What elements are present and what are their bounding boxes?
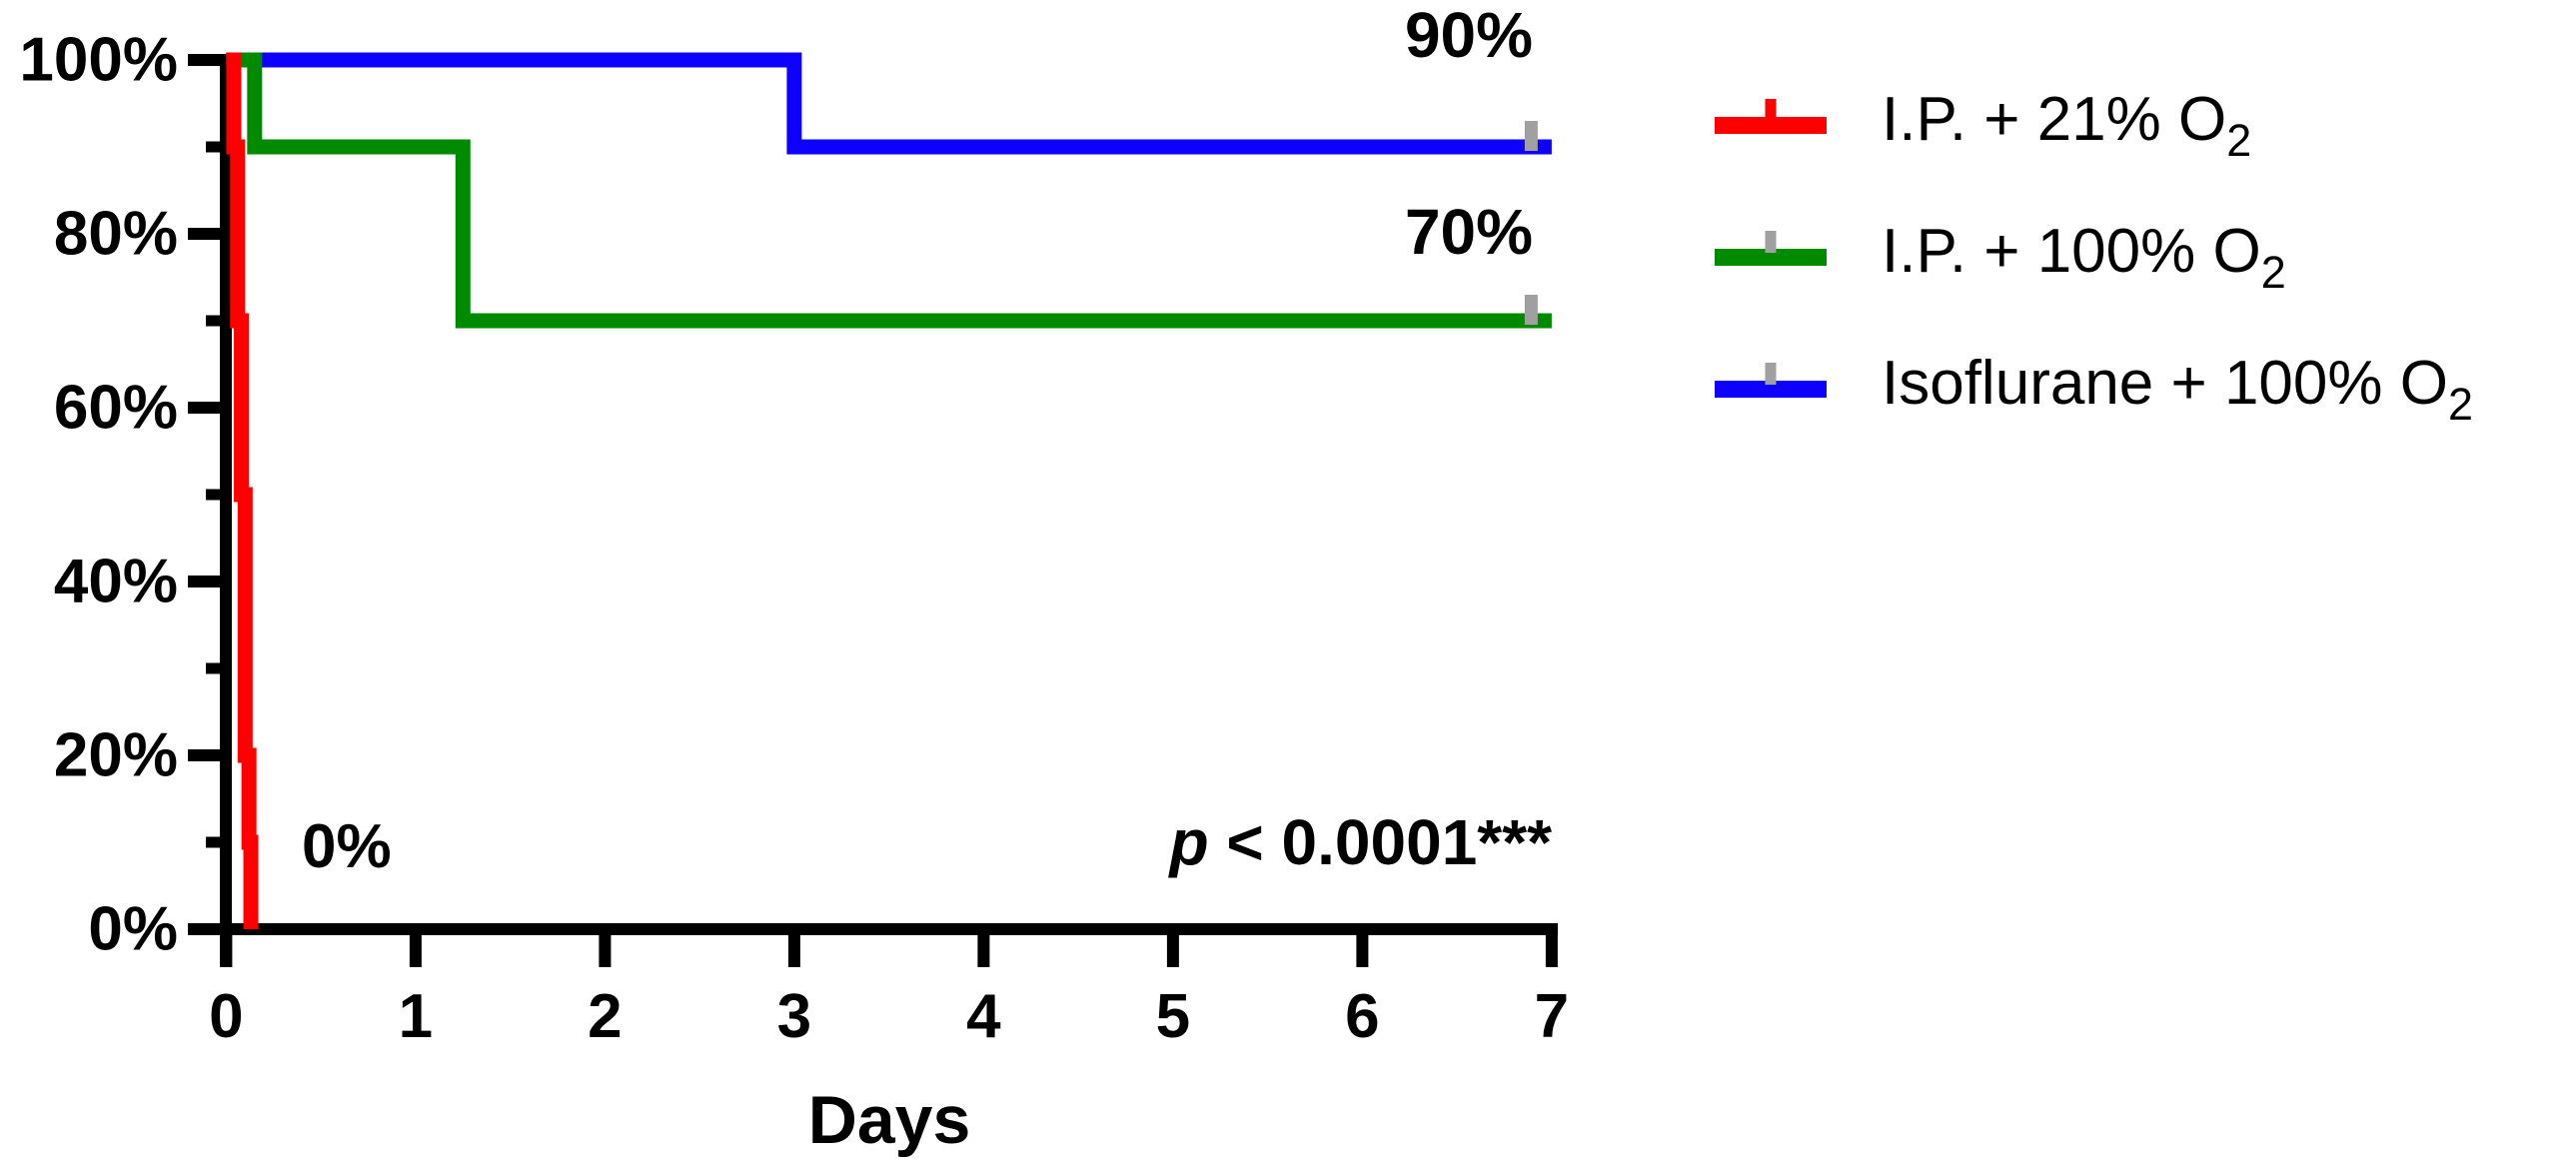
legend-label-subscript: 2 (2447, 378, 2473, 430)
p-value-text: < 0.0001*** (1208, 806, 1552, 878)
legend-item-ip-100-o2: I.P. + 100% O2 (1715, 216, 2473, 299)
x-tick-label: 0 (209, 982, 243, 1051)
legend-swatch-green-line (1715, 230, 1827, 266)
censor-mark-icon (1524, 295, 1538, 325)
legend-label-ip-100-o2: I.P. + 100% O2 (1882, 216, 2286, 299)
p-value-annotation: p < 0.0001*** (1029, 806, 1553, 878)
x-tick-label: 3 (777, 982, 811, 1051)
legend-label-text: I.P. + 21% O (1882, 84, 2227, 154)
legend: I.P. + 21% O2 I.P. + 100% O2 Isoflurane … (1715, 85, 2473, 481)
legend-label-ip-21-o2: I.P. + 21% O2 (1882, 84, 2251, 167)
x-tick-label: 7 (1535, 982, 1569, 1051)
final-survival-label-green: 70% (1404, 196, 1534, 268)
censor-tick-icon (1765, 230, 1777, 253)
p-value-symbol: p (1169, 806, 1209, 878)
series-line-isoflurane-100-o2 (226, 52, 1552, 155)
x-tick-label: 6 (1345, 982, 1379, 1051)
y-tick-label: 60% (54, 374, 178, 443)
legend-label-text: Isoflurane + 100% O (1882, 348, 2448, 418)
x-tick-label: 5 (1156, 982, 1190, 1051)
y-tick-label: 100% (19, 26, 178, 95)
y-tick-label: 20% (54, 721, 178, 790)
x-tick-label: 2 (588, 982, 622, 1051)
legend-item-isoflurane-100-o2: Isoflurane + 100% O2 (1715, 348, 2473, 431)
series-line-i-p-100-o2 (226, 52, 1552, 329)
legend-item-ip-21-o2: I.P. + 21% O2 (1715, 84, 2473, 167)
y-tick-label: 40% (54, 548, 178, 616)
x-tick-label: 4 (966, 982, 1001, 1051)
x-axis-title: Days (807, 1082, 971, 1158)
legend-label-subscript: 2 (2226, 114, 2252, 166)
series-line-i-p-21-o2 (226, 52, 259, 929)
y-tick-label: 80% (54, 200, 178, 269)
legend-swatch-blue-line (1715, 362, 1827, 398)
legend-swatch-red-line (1715, 98, 1827, 134)
censor-mark-icon (1524, 121, 1538, 151)
final-survival-label-blue: 90% (1404, 0, 1534, 71)
legend-label-subscript: 2 (2260, 246, 2286, 298)
censor-tick-icon (1765, 362, 1777, 385)
x-tick-label: 1 (399, 982, 433, 1051)
final-survival-label-red: 0% (302, 812, 392, 881)
legend-label-text: I.P. + 100% O (1882, 216, 2261, 286)
censor-tick-icon (1765, 98, 1777, 121)
legend-label-isoflurane-100-o2: Isoflurane + 100% O2 (1882, 348, 2473, 431)
y-tick-label: 0% (88, 895, 178, 964)
